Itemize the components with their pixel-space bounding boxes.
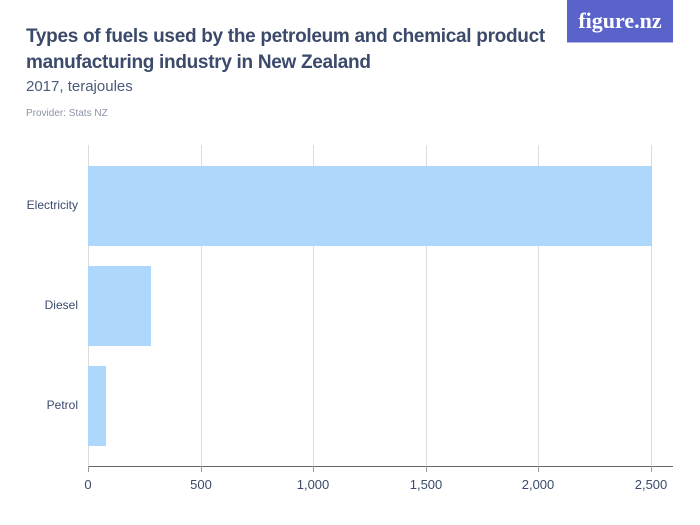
x-tick-label: 2,000 xyxy=(521,477,555,492)
category-label: Diesel xyxy=(44,298,78,312)
x-tick xyxy=(201,466,202,472)
figure-nz-logo[interactable]: figure.nz xyxy=(567,0,673,43)
category-label: Petrol xyxy=(46,398,78,412)
plot-area xyxy=(88,145,673,466)
x-tick-label: 500 xyxy=(190,477,212,492)
x-axis xyxy=(88,466,673,467)
x-tick xyxy=(538,466,539,472)
x-tick xyxy=(426,466,427,472)
gridline xyxy=(201,145,202,466)
gridline xyxy=(538,145,539,466)
x-tick-label: 2,500 xyxy=(634,477,668,492)
x-tick-label: 0 xyxy=(84,477,92,492)
gridline xyxy=(426,145,427,466)
x-tick xyxy=(88,466,89,472)
x-tick xyxy=(313,466,314,472)
chart-title: Types of fuels used by the petroleum and… xyxy=(26,26,545,73)
provider-text: Provider: Stats NZ xyxy=(26,108,108,119)
gridline xyxy=(651,145,652,466)
x-tick xyxy=(651,466,652,472)
x-tick-label: 1,500 xyxy=(409,477,443,492)
chart-subtitle: 2017, terajoules xyxy=(26,78,133,95)
bar-diesel xyxy=(88,266,151,346)
bar-petrol xyxy=(88,366,106,446)
category-label: Electricity xyxy=(26,198,78,212)
x-tick-label: 1,000 xyxy=(296,477,330,492)
gridline xyxy=(313,145,314,466)
bar-electricity xyxy=(88,166,652,246)
